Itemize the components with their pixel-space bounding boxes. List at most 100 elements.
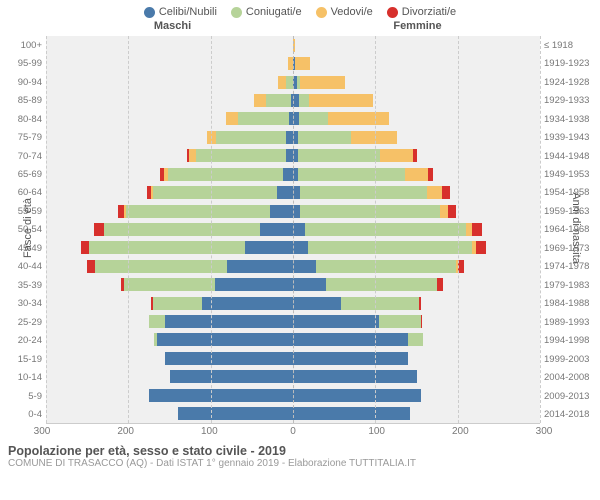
birth-year-labels: ≤ 19181919-19231924-19281929-19331934-19… [540,36,596,424]
seg-widowed [405,168,428,181]
male-bar [46,57,293,70]
female-bar [293,241,540,254]
age-label: 10-14 [4,372,42,383]
seg-divorced [448,205,456,218]
x-tick-label: 200 [452,426,469,437]
female-bar [293,131,540,144]
seg-widowed [380,149,413,162]
male-bar [46,131,293,144]
seg-divorced [437,278,443,291]
birth-label: 1929-1933 [544,95,596,106]
seg-widowed [300,76,345,89]
female-bar [293,39,540,52]
female-bar [293,149,540,162]
age-label: 65-69 [4,169,42,180]
seg-single [215,278,293,291]
female-bar [293,278,540,291]
birth-label: 1979-1983 [544,280,596,291]
seg-married [300,186,428,199]
seg-divorced [81,241,89,254]
female-bar [293,315,540,328]
male-header: Maschi [50,20,295,32]
seg-single [293,297,341,310]
seg-single [293,370,417,383]
birth-label: 2014-2018 [544,409,596,420]
seg-married [238,112,289,125]
seg-widowed [254,94,266,107]
legend-item: Divorziati/e [387,6,456,18]
seg-widowed [309,94,373,107]
female-bar [293,260,540,273]
seg-married [299,112,328,125]
female-header: Femmine [295,20,540,32]
legend-label: Celibi/Nubili [159,6,217,18]
birth-label: 1994-1998 [544,335,596,346]
seg-divorced [413,149,417,162]
seg-single [165,352,293,365]
seg-widowed [207,131,217,144]
male-bar [46,205,293,218]
age-label: 75-79 [4,132,42,143]
birth-label: 1944-1948 [544,151,596,162]
seg-married [286,76,293,89]
seg-single [157,333,293,346]
male-bar [46,168,293,181]
seg-widowed [189,149,196,162]
x-tick-label: 100 [201,426,218,437]
female-bar [293,297,540,310]
chart-footer: Popolazione per età, sesso e stato civil… [0,440,600,469]
seg-married [300,205,440,218]
legend-label: Coniugati/e [246,6,302,18]
age-label: 100+ [4,40,42,51]
chart-subtitle: COMUNE DI TRASACCO (AQ) - Dati ISTAT 1° … [8,458,592,469]
age-label: 30-34 [4,298,42,309]
legend: Celibi/Nubili Coniugati/e Vedovi/e Divorzia… [0,0,600,20]
seg-single [149,389,293,402]
seg-single [293,333,408,346]
x-tick-label: 300 [34,426,51,437]
seg-married [298,149,380,162]
seg-married [149,315,165,328]
seg-married [298,131,352,144]
seg-widowed [295,57,310,70]
x-tick-label: 100 [368,426,385,437]
legend-item: Vedovi/e [316,6,373,18]
age-label: 35-39 [4,280,42,291]
male-bar [46,112,293,125]
seg-single [286,131,293,144]
seg-single [293,278,326,291]
seg-married [95,260,227,273]
birth-label: 1939-1943 [544,132,596,143]
seg-married [104,223,260,236]
x-tick-label: 0 [290,426,296,437]
seg-married [299,94,309,107]
seg-married [266,94,291,107]
seg-single [260,223,293,236]
seg-single [293,407,410,420]
age-label: 20-24 [4,335,42,346]
birth-label: 1999-2003 [544,354,596,365]
seg-single [277,186,293,199]
legend-label: Divorziati/e [402,6,456,18]
seg-single [270,205,293,218]
seg-single [178,407,293,420]
seg-divorced [476,241,486,254]
seg-single [293,260,316,273]
x-tick-label: 200 [117,426,134,437]
female-bar [293,333,540,346]
seg-single [202,297,293,310]
age-label: 70-74 [4,151,42,162]
seg-married [379,315,420,328]
female-bar [293,407,540,420]
seg-widowed [328,112,390,125]
male-bar [46,278,293,291]
male-bar [46,223,293,236]
birth-label: 1934-1938 [544,114,596,125]
y-right-axis-title: Anni di nascita [570,192,582,264]
seg-married [168,168,283,181]
birth-label: 2009-2013 [544,391,596,402]
female-bar [293,205,540,218]
male-bar [46,389,293,402]
seg-single [227,260,293,273]
seg-married [308,241,473,254]
